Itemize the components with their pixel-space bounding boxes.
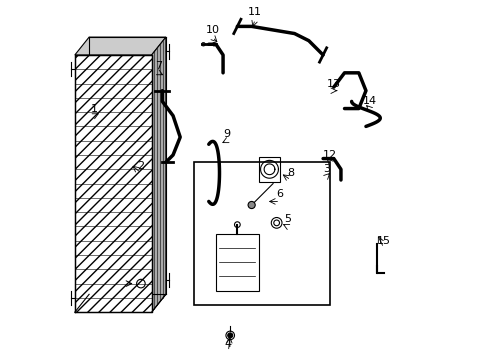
Text: 4: 4	[224, 339, 231, 349]
Text: 10: 10	[205, 25, 219, 35]
Polygon shape	[75, 55, 151, 312]
Circle shape	[227, 333, 232, 338]
Text: 9: 9	[223, 129, 230, 139]
Circle shape	[247, 202, 255, 208]
Text: 3: 3	[323, 164, 329, 174]
Bar	[194, 162, 329, 305]
Polygon shape	[75, 37, 165, 55]
Text: 11: 11	[248, 7, 262, 17]
Polygon shape	[151, 37, 165, 312]
Text: 6: 6	[276, 189, 283, 199]
Bar	[216, 234, 258, 291]
Text: 7: 7	[155, 61, 162, 71]
Text: 5: 5	[284, 214, 290, 224]
Text: 15: 15	[376, 236, 390, 246]
Text: 13: 13	[326, 78, 340, 89]
Text: 2: 2	[137, 161, 144, 171]
Text: 14: 14	[362, 96, 376, 107]
Text: 8: 8	[287, 168, 294, 178]
Bar	[258, 157, 280, 182]
Text: 1: 1	[91, 104, 98, 113]
Text: 12: 12	[323, 150, 337, 160]
